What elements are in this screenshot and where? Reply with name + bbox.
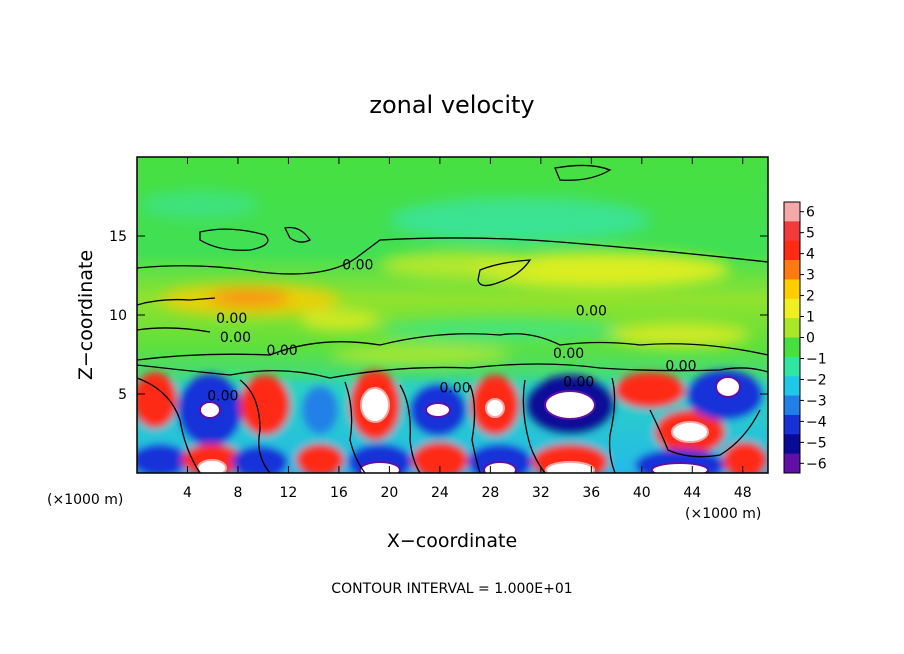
colorbar-tick-label: −2 (806, 372, 827, 388)
x-tick-label: 4 (183, 485, 192, 501)
y-tick-label: 15 (109, 229, 127, 245)
colorbar-tick-label: 1 (806, 310, 815, 326)
x-tick-label: 40 (633, 485, 651, 501)
x-axis: 4 8 12 16 20 24 28 32 36 40 44 48 (183, 157, 752, 501)
contour-label: 0.00 (439, 381, 470, 397)
x-axis-label: X−coordinate (387, 530, 517, 552)
colorbar-tick-label: 0 (806, 331, 815, 347)
y-axis-label: Z−coordinate (75, 250, 97, 380)
y-axis: 5 10 15 (109, 229, 768, 403)
contour-label: 0.00 (207, 389, 238, 405)
colorbar-segment (784, 356, 800, 377)
extreme-cores (197, 376, 741, 473)
upper-field (140, 191, 750, 365)
contour-label: 0.00 (576, 303, 607, 319)
colorbar-tick-label: 4 (806, 247, 815, 263)
colorbar-tick-label: 5 (806, 226, 815, 242)
x-unit-right: (×1000 m) (685, 506, 761, 522)
colorbar-segment (784, 395, 800, 416)
x-tick-label: 8 (233, 485, 242, 501)
contour-label: 0.00 (665, 359, 696, 375)
y-tick-label: 10 (109, 308, 127, 324)
colorbar-tick-label: −5 (806, 435, 827, 451)
contour-label: 0.00 (563, 374, 594, 390)
colorbar-segment (784, 434, 800, 455)
x-tick-label: 12 (280, 485, 298, 501)
chart-title: zonal velocity (369, 91, 534, 119)
x-tick-label: 48 (734, 485, 752, 501)
contour-interval-footer: CONTOUR INTERVAL = 1.000E+01 (331, 581, 572, 597)
colorbar: 6 5 4 3 2 1 0 −1 −2 −3 −4 −5 −6 (783, 201, 827, 474)
colorbar-segment (784, 414, 800, 435)
colorbar-tick-label: −4 (806, 414, 827, 430)
colorbar-tick-label: 2 (806, 289, 815, 305)
colorbar-segment (784, 298, 800, 319)
colorbar-segment (784, 318, 800, 338)
x-unit-left: (×1000 m) (47, 492, 123, 508)
colorbar-tick-label: −1 (806, 351, 827, 367)
x-tick-label: 36 (582, 485, 600, 501)
colorbar-segment (784, 376, 800, 397)
contour-label: 0.00 (216, 311, 247, 327)
contour-lines (137, 164, 768, 473)
plot-area (137, 157, 768, 473)
x-tick-label: 28 (481, 485, 499, 501)
colorbar-tick-label: 3 (806, 268, 815, 284)
contour-label: 0.00 (553, 346, 584, 362)
x-tick-label: 16 (330, 485, 348, 501)
colorbar-segment (784, 221, 800, 242)
colorbar-tick-label: −3 (806, 393, 827, 409)
colorbar-segment (784, 453, 800, 474)
colorbar-tick-label: 6 (806, 205, 815, 221)
colorbar-segment (784, 260, 800, 280)
contour-label: 0.00 (267, 343, 298, 359)
x-tick-label: 20 (380, 485, 398, 501)
x-tick-label: 44 (683, 485, 701, 501)
colorbar-tick-label: −6 (806, 456, 827, 472)
colorbar-segment (784, 337, 800, 358)
y-tick-label: 5 (118, 387, 127, 403)
colorbar-segment (784, 202, 800, 222)
colorbar-segment (784, 240, 800, 261)
colorbar-segment (784, 279, 800, 300)
contour-label: 0.00 (342, 257, 373, 273)
x-tick-label: 32 (532, 485, 550, 501)
x-tick-label: 24 (431, 485, 449, 501)
contour-labels: 0.00 0.00 0.00 0.00 0.00 0.00 0.00 0.00 0.00 0.00 (207, 257, 696, 404)
contour-label: 0.00 (220, 330, 251, 346)
